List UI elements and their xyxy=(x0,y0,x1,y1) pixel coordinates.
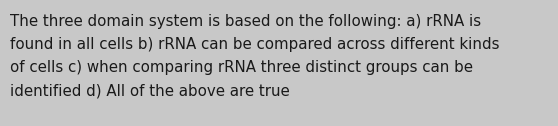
Text: of cells c) when comparing rRNA three distinct groups can be: of cells c) when comparing rRNA three di… xyxy=(10,60,473,75)
Text: The three domain system is based on the following: a) rRNA is: The three domain system is based on the … xyxy=(10,14,481,29)
Text: identified d) All of the above are true: identified d) All of the above are true xyxy=(10,83,290,98)
Text: found in all cells b) rRNA can be compared across different kinds: found in all cells b) rRNA can be compar… xyxy=(10,37,499,52)
